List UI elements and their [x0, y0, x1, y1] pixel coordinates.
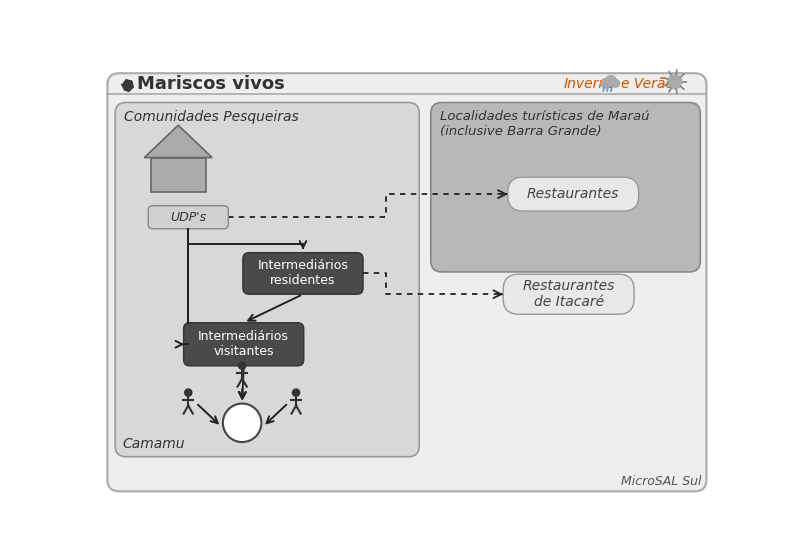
Polygon shape	[121, 79, 133, 92]
Circle shape	[238, 362, 246, 369]
Circle shape	[185, 389, 192, 396]
Text: MicroSAL Sul: MicroSAL Sul	[622, 475, 702, 488]
FancyBboxPatch shape	[151, 158, 206, 192]
Text: e Verão: e Verão	[621, 77, 674, 91]
Circle shape	[606, 75, 616, 86]
Circle shape	[668, 75, 682, 89]
FancyBboxPatch shape	[183, 323, 304, 366]
Text: Comunidades Pesqueiras: Comunidades Pesqueiras	[125, 110, 299, 124]
Text: Restaurantes
de Itacaré: Restaurantes de Itacaré	[522, 279, 615, 309]
Circle shape	[601, 79, 611, 88]
Text: Restaurantes: Restaurantes	[527, 187, 619, 201]
FancyBboxPatch shape	[243, 253, 363, 294]
FancyBboxPatch shape	[508, 177, 638, 211]
Circle shape	[611, 79, 619, 87]
FancyBboxPatch shape	[431, 102, 700, 272]
Circle shape	[292, 389, 299, 396]
FancyBboxPatch shape	[503, 274, 634, 314]
FancyBboxPatch shape	[148, 206, 229, 229]
Text: Inverno: Inverno	[563, 77, 616, 91]
Text: Camamu: Camamu	[123, 437, 185, 451]
Text: Intermediários
visitantes: Intermediários visitantes	[198, 330, 289, 358]
Text: Localidades turísticas de Maraú
(inclusive Barra Grande): Localidades turísticas de Maraú (inclusi…	[440, 110, 649, 138]
Text: Intermediários
residentes: Intermediários residentes	[257, 259, 349, 287]
Polygon shape	[145, 125, 212, 158]
FancyBboxPatch shape	[107, 73, 707, 491]
Circle shape	[223, 404, 261, 442]
Text: UDP's: UDP's	[170, 211, 206, 224]
Text: Mariscos vivos: Mariscos vivos	[137, 75, 284, 93]
FancyBboxPatch shape	[115, 102, 419, 457]
